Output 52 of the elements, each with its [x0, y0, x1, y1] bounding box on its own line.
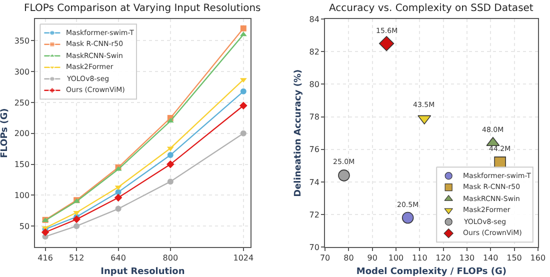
point	[167, 178, 174, 185]
x-tick-label: 120	[436, 254, 451, 263]
point	[115, 206, 122, 212]
point	[240, 88, 246, 94]
point	[41, 228, 50, 236]
point	[240, 25, 246, 32]
y-tick-label: 84	[309, 14, 320, 24]
point	[338, 170, 350, 182]
x-tick-label: 90	[367, 254, 378, 263]
x-tick-label: 150	[506, 254, 522, 263]
y-tick-label: 74	[309, 178, 320, 187]
x-tick-label: 800	[162, 254, 178, 263]
point	[72, 215, 80, 224]
x-tick-label: 640	[110, 254, 126, 263]
x-tick-label: 512	[68, 254, 84, 263]
x-tick-label: 70	[320, 254, 330, 263]
y-tick-label: 78	[309, 112, 320, 122]
x-tick-label: 1024	[233, 254, 254, 263]
x-axis-title: Input Resolution	[100, 267, 185, 277]
point	[240, 130, 246, 136]
x-tick-label: 160	[530, 254, 546, 263]
x-tick-label: 100	[388, 254, 404, 263]
y-tick-label: 82	[309, 47, 320, 56]
y-tick-label: 300	[14, 67, 30, 76]
y-tick-label: 72	[309, 210, 320, 220]
point	[486, 136, 500, 146]
point	[167, 152, 174, 158]
y-tick-label: 50	[19, 222, 30, 231]
x-tick-label: 110	[412, 254, 428, 263]
y-tick-label: 76	[309, 145, 320, 154]
y-tick-label: 80	[309, 80, 320, 90]
point	[240, 102, 248, 110]
point	[378, 36, 394, 52]
x-tick-label: 80	[344, 254, 354, 263]
chart-title: FLOPs Comparison at Varying Input Resolutions	[24, 3, 261, 14]
chart-title: Accuracy vs. Complexity on SSD Dataset	[329, 3, 534, 14]
y-tick-label: 200	[14, 129, 30, 138]
y-tick-label: 100	[14, 190, 30, 200]
x-tick-label: 416	[38, 254, 53, 263]
point	[74, 223, 80, 230]
y-tick-label: 70	[309, 242, 320, 252]
x-tick-label: 130	[459, 254, 475, 263]
x-axis-title: Model Complexity / FLOPs (G)	[356, 267, 507, 277]
y-axis-title: FLOPs (G)	[0, 108, 10, 158]
y-tick-label: 250	[14, 98, 30, 108]
point	[166, 160, 174, 168]
x-tick-label: 140	[482, 254, 498, 263]
y-tick-label: 150	[14, 160, 30, 170]
point	[402, 212, 414, 224]
y-tick-label: 350	[14, 36, 30, 46]
point	[114, 194, 122, 202]
y-axis-title: Delineation Accuracy (%)	[294, 69, 304, 197]
